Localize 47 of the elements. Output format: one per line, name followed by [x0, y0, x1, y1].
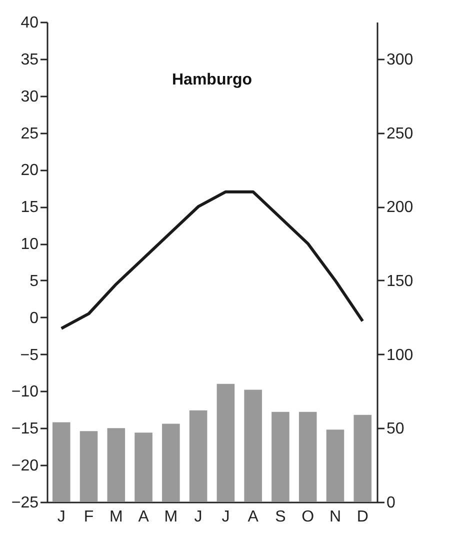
bar: [244, 390, 262, 502]
x-tick-label: N: [329, 508, 342, 526]
y2-tick-label: 300: [386, 51, 414, 68]
bar: [52, 422, 70, 502]
bar: [354, 414, 372, 502]
bar: [216, 384, 235, 502]
y-tick-label: −5: [20, 346, 39, 364]
y-tick-label: 30: [20, 88, 39, 106]
x-tick-label: A: [138, 508, 150, 526]
y-tick-label: −10: [11, 384, 39, 401]
x-tick-label: M: [109, 508, 123, 526]
y2-tick-label: 50: [386, 420, 404, 438]
y-tick-label: 15: [20, 199, 39, 216]
y2-tick-label: 150: [386, 272, 414, 290]
y2-tick-label: 100: [386, 346, 414, 364]
bar: [134, 432, 152, 502]
y-tick-label: 0: [30, 310, 39, 327]
y2-tick-label: 200: [386, 199, 414, 216]
x-tick-label: A: [248, 508, 259, 526]
y-tick-label: 20: [20, 162, 39, 180]
bar: [162, 424, 180, 502]
x-tick-label: F: [84, 508, 94, 526]
bar: [326, 430, 344, 502]
y2-tick-label: 250: [386, 125, 414, 142]
y-tick-label: −15: [11, 420, 39, 438]
y-tick-label: −20: [11, 458, 39, 475]
line-series: [60, 190, 364, 330]
y-tick-label: 25: [20, 125, 39, 142]
bar: [189, 410, 208, 502]
x-tick-label: S: [275, 508, 286, 526]
bar: [107, 428, 126, 502]
y-tick-label: 10: [20, 236, 39, 254]
x-tick-label: J: [57, 508, 66, 526]
bar: [80, 431, 98, 502]
x-tick-label: M: [164, 508, 178, 526]
x-tick-label: J: [194, 508, 202, 526]
bar: [298, 412, 317, 502]
y-tick-label: −25: [11, 494, 39, 512]
x-tick-label: O: [302, 508, 314, 526]
bar: [272, 412, 290, 502]
x-tick-label: J: [222, 508, 230, 526]
y-tick-label: 35: [20, 51, 39, 68]
text: Hamburgo: [172, 72, 252, 89]
x-tick-label: D: [356, 508, 368, 526]
y-tick-label: 5: [30, 272, 39, 290]
y2-tick-label: 0: [386, 494, 396, 512]
y-tick-label: 40: [20, 14, 39, 32]
